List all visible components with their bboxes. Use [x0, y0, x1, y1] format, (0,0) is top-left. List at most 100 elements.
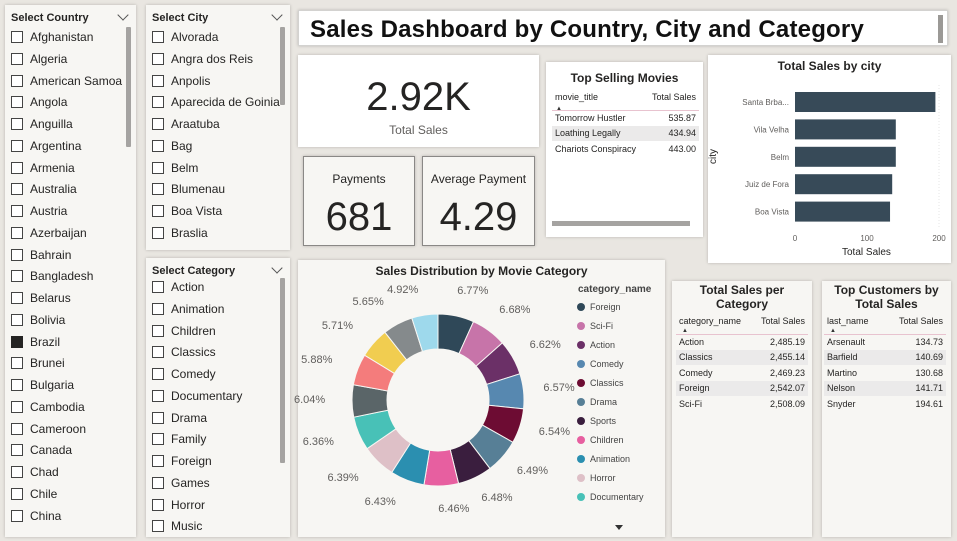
category-item[interactable]: Children [152, 323, 216, 339]
country-item[interactable]: Brunei [11, 355, 65, 371]
city-item[interactable]: Belm [152, 160, 198, 176]
country-item[interactable]: Algeria [11, 51, 67, 67]
checkbox[interactable] [152, 161, 164, 174]
country-item[interactable]: Argentina [11, 138, 81, 154]
checkbox[interactable] [152, 433, 164, 446]
checkbox[interactable] [152, 183, 164, 196]
legend-item[interactable]: Documentary [577, 492, 644, 502]
country-scrollbar[interactable] [126, 27, 131, 147]
chevron-down-icon[interactable] [117, 9, 129, 21]
country-item[interactable]: Anguilla [11, 116, 73, 132]
checkbox[interactable] [11, 52, 23, 65]
checkbox[interactable] [152, 389, 164, 402]
legend-item[interactable]: Animation [577, 454, 630, 464]
checkbox[interactable] [11, 161, 23, 174]
checkbox[interactable] [11, 357, 23, 370]
city-bar[interactable] [795, 146, 896, 167]
legend-item[interactable]: Comedy [577, 359, 624, 369]
checkbox[interactable] [11, 31, 23, 43]
category-item[interactable]: Foreign [152, 453, 212, 469]
category-item[interactable]: Comedy [152, 366, 216, 382]
checkbox[interactable] [11, 96, 23, 109]
checkbox[interactable] [152, 31, 164, 43]
country-item[interactable]: Azerbaijan [11, 225, 87, 241]
column-header[interactable]: Total Sales [645, 92, 699, 111]
checkbox[interactable] [11, 487, 23, 500]
legend-item[interactable]: Foreign [577, 302, 621, 312]
country-item[interactable]: Bahrain [11, 247, 71, 263]
checkbox[interactable] [11, 226, 23, 239]
legend-item[interactable]: Action [577, 340, 615, 350]
column-header[interactable]: movie_title [552, 92, 646, 111]
country-item[interactable]: Canada [11, 442, 72, 458]
city-bar[interactable] [795, 201, 891, 222]
checkbox[interactable] [11, 74, 23, 87]
city-scrollbar[interactable] [280, 27, 285, 105]
city-item[interactable]: Anpolis [152, 73, 210, 89]
checkbox[interactable] [11, 466, 23, 478]
checkbox[interactable] [152, 96, 164, 109]
legend-item[interactable]: Drama [577, 397, 617, 407]
category-item[interactable]: Horror [152, 497, 205, 513]
column-header[interactable]: category_name [676, 316, 753, 335]
category-scrollbar[interactable] [280, 278, 285, 463]
legend-item[interactable]: Horror [577, 473, 616, 483]
column-header[interactable]: Total Sales [752, 316, 808, 335]
chevron-down-icon[interactable] [271, 9, 283, 21]
city-item[interactable]: Braslia [152, 225, 208, 241]
checkbox[interactable] [11, 183, 23, 196]
country-item[interactable]: Bangladesh [11, 268, 93, 284]
legend-item[interactable]: Sci-Fi [577, 321, 613, 331]
country-item[interactable]: Brazil [11, 334, 60, 350]
column-header[interactable]: Total Sales [883, 316, 946, 335]
chevron-down-icon[interactable] [271, 262, 283, 274]
country-item[interactable]: Chad [11, 464, 59, 480]
legend-item[interactable]: Sports [577, 416, 616, 426]
checkbox[interactable] [152, 498, 164, 511]
country-item[interactable]: Afghanistan [11, 29, 93, 45]
category-item[interactable]: Documentary [152, 388, 242, 404]
column-header[interactable]: last_name [824, 316, 884, 335]
category-item[interactable]: Classics [152, 344, 216, 360]
country-item[interactable]: China [11, 508, 61, 524]
checkbox[interactable] [152, 520, 164, 533]
category-item[interactable]: Family [152, 431, 206, 447]
checkbox[interactable] [11, 270, 23, 283]
checkbox[interactable] [152, 226, 164, 239]
city-item[interactable]: Blumenau [152, 181, 225, 197]
checkbox[interactable] [11, 248, 23, 261]
category-item[interactable]: Action [152, 279, 204, 295]
country-item[interactable]: Cameroon [11, 421, 86, 437]
checkbox[interactable] [152, 368, 164, 380]
city-bar[interactable] [795, 119, 896, 140]
checkbox[interactable] [11, 422, 23, 435]
checkbox[interactable] [152, 205, 164, 217]
category-item[interactable]: Music [152, 518, 202, 534]
checkbox[interactable] [11, 292, 23, 304]
checkbox[interactable] [152, 281, 164, 293]
city-item[interactable]: Angra dos Reis [152, 51, 253, 67]
country-item[interactable]: Chile [11, 486, 57, 502]
city-item[interactable]: Alvorada [152, 29, 218, 45]
horizontal-scrollbar[interactable] [552, 221, 690, 226]
category-item[interactable]: Drama [152, 410, 207, 426]
caret-down-icon[interactable] [615, 525, 623, 530]
country-item[interactable]: Armenia [11, 160, 75, 176]
country-item[interactable]: American Samoa [11, 73, 122, 89]
country-item[interactable]: Australia [11, 181, 77, 197]
checkbox[interactable] [152, 118, 164, 130]
checkbox[interactable] [152, 476, 164, 489]
checkbox[interactable] [11, 400, 23, 413]
city-bar[interactable] [795, 174, 893, 195]
city-item[interactable]: Araatuba [152, 116, 220, 132]
checkbox[interactable] [152, 324, 164, 337]
checkbox[interactable] [11, 313, 23, 326]
checkbox[interactable] [152, 74, 164, 87]
legend-item[interactable]: Children [577, 435, 624, 445]
checkbox[interactable] [11, 205, 23, 217]
category-item[interactable]: Animation [152, 301, 224, 317]
checkbox[interactable] [152, 411, 164, 424]
checkbox[interactable] [11, 444, 23, 457]
checkbox[interactable] [152, 52, 164, 65]
checkbox[interactable] [152, 346, 164, 359]
